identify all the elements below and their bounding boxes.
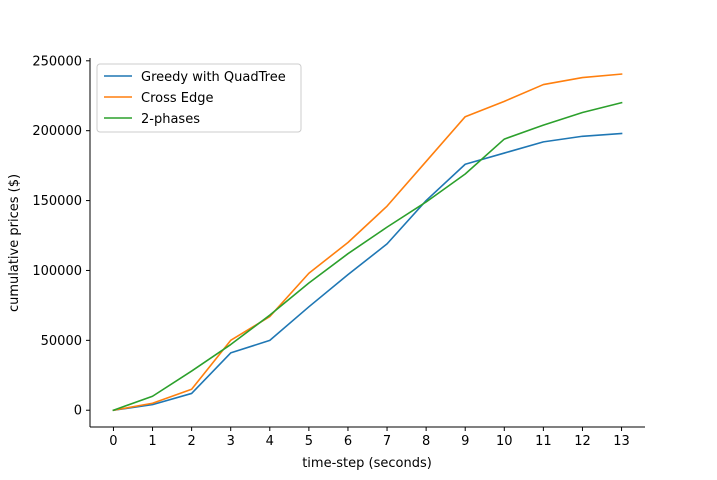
x-ticks: 0 1 2 3 4 5 6 7 8 9 10 11 12 13 <box>109 427 630 449</box>
x-tick-label: 12 <box>574 434 591 449</box>
x-tick-label: 5 <box>305 434 313 449</box>
legend-label: Cross Edge <box>141 91 213 106</box>
y-axis-label: cumulative prices ($) <box>7 174 22 312</box>
legend-box <box>96 63 302 133</box>
legend: Greedy with QuadTree Cross Edge 2-phases <box>96 63 302 133</box>
x-axis-label: time-step (seconds) <box>302 456 432 471</box>
series-lines <box>112 73 623 412</box>
y-tick-label: 50000 <box>41 334 82 349</box>
y-ticks: 0 50000 100000 150000 200000 250000 <box>32 54 90 419</box>
y-tick-label: 200000 <box>32 124 82 139</box>
x-tick-label: 3 <box>227 434 235 449</box>
legend-label: 2-phases <box>141 112 200 127</box>
x-tick-label: 11 <box>535 434 552 449</box>
x-tick-label: 9 <box>461 434 469 449</box>
y-tick-label: 150000 <box>32 194 82 209</box>
x-tick-label: 7 <box>383 434 391 449</box>
x-tick-label: 10 <box>496 434 513 449</box>
y-tick-label: 0 <box>74 404 82 419</box>
y-tick-label: 250000 <box>32 54 82 69</box>
y-tick-label: 100000 <box>32 264 82 279</box>
series-line-greedy-with-quadtree <box>112 132 623 412</box>
series-line-cross-edge <box>112 73 623 412</box>
x-tick-label: 8 <box>422 434 430 449</box>
legend-label: Greedy with QuadTree <box>141 70 286 85</box>
x-tick-label: 4 <box>266 434 274 449</box>
x-tick-label: 6 <box>344 434 352 449</box>
x-tick-label: 13 <box>613 434 630 449</box>
x-tick-label: 1 <box>148 434 156 449</box>
series-line-2-phases <box>112 101 623 412</box>
x-tick-label: 0 <box>109 434 117 449</box>
axes <box>89 58 645 428</box>
x-tick-label: 2 <box>187 434 195 449</box>
